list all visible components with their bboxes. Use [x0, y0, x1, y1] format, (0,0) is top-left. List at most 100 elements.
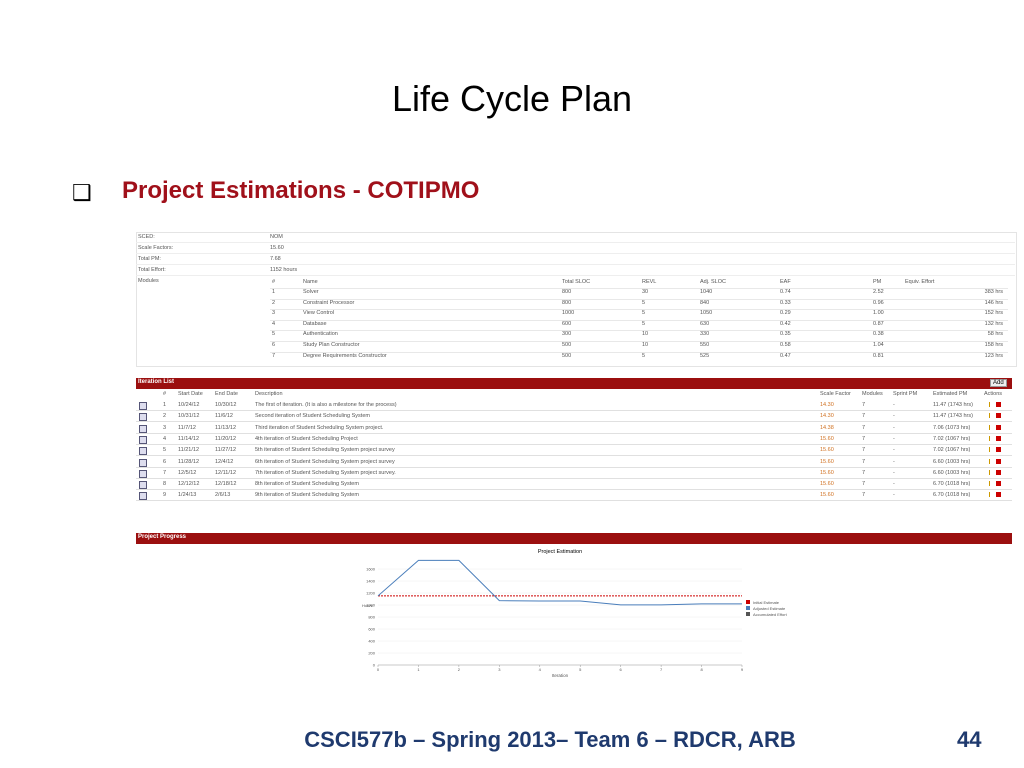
module-cell: 58 hrs: [987, 331, 1003, 338]
checkbox: [139, 492, 147, 501]
module-header: REVL: [642, 279, 657, 285]
module-cell: 383 hrs: [984, 289, 1003, 295]
checkbox: [139, 424, 147, 433]
module-cell: 7: [272, 352, 276, 359]
module-header: Adj. SLOC: [700, 279, 726, 285]
iteration-cell: 11/13/12: [215, 424, 237, 431]
progress-title: Project Progress: [138, 534, 187, 540]
y-axis-label: Hours: [362, 603, 373, 608]
module-cell: 123 hrs: [984, 352, 1003, 359]
iteration-title: Iteration List: [138, 379, 175, 385]
action-edit: [985, 492, 990, 498]
summary-value: 1152 hours: [270, 267, 298, 273]
action-delete: [996, 413, 1001, 419]
modules-label: Modules: [138, 278, 159, 284]
action-edit: [985, 413, 990, 419]
iteration-cell: 11.47 (1743 hrs): [933, 413, 973, 420]
action-delete: [996, 447, 1001, 453]
iteration-cell: 15.60: [820, 447, 834, 454]
module-cell: 0.47: [780, 352, 791, 359]
action-edit: [985, 447, 990, 453]
module-cell: 158 hrs: [984, 342, 1003, 348]
x-tick-label: 2: [458, 667, 461, 672]
iteration-cell: 6th iteration of Student Scheduling Syst…: [255, 458, 395, 465]
module-cell: 500: [562, 342, 572, 348]
iteration-cell: 12/18/12: [215, 481, 237, 488]
iteration-cell: 14.30: [820, 413, 834, 420]
module-header: #: [272, 279, 276, 285]
module-cell: 800: [562, 289, 572, 295]
iteration-cell: 10/30/12: [215, 402, 237, 408]
iteration-row-line: [136, 421, 1012, 423]
iteration-cell: -: [893, 469, 895, 476]
iteration-cell: 7th iteration of Student Scheduling Syst…: [255, 469, 396, 476]
iteration-cell: 10/24/12: [178, 402, 200, 408]
iteration-cell: 11/7/12: [178, 424, 196, 431]
action-edit: [985, 481, 990, 487]
module-cell: Authentication: [303, 331, 338, 338]
x-tick-label: 4: [539, 667, 542, 672]
module-header: Equiv. Effort: [905, 279, 935, 285]
checkbox: [139, 413, 147, 422]
summary-panel: [136, 232, 1017, 367]
checkbox: [139, 402, 147, 410]
checkbox: [139, 458, 147, 467]
iteration-cell: -: [893, 413, 895, 420]
module-cell: 0.42: [780, 320, 791, 327]
legend-swatch: [746, 606, 750, 610]
iteration-cell: 7: [862, 424, 866, 431]
x-tick-label: 8: [700, 667, 703, 672]
module-row-line: [270, 319, 1008, 321]
iteration-cell: 7: [163, 469, 167, 476]
module-cell: 152 hrs: [984, 310, 1003, 317]
chart-title: Project Estimation: [538, 549, 582, 555]
iteration-header: Scale Factor: [820, 391, 851, 397]
module-cell: 0.33: [780, 299, 791, 306]
iteration-cell: -: [893, 458, 895, 465]
iteration-cell: 11/27/12: [215, 447, 237, 454]
x-tick-label: 1: [417, 667, 420, 672]
iteration-cell: 8: [163, 481, 167, 488]
module-cell: 1000: [562, 310, 575, 317]
module-cell: 0.87: [873, 320, 884, 327]
iteration-row-line: [136, 432, 1012, 434]
y-tick-label: 800: [368, 615, 375, 620]
module-cell: 840: [700, 299, 710, 306]
iteration-cell: 10/31/12: [178, 413, 200, 420]
module-cell: 1040: [700, 289, 713, 295]
module-cell: 550: [700, 342, 710, 348]
footer: CSCI577b – Spring 2013– Team 6 – RDCR, A…: [304, 727, 796, 752]
module-cell: 10: [642, 342, 649, 348]
legend-swatch: [746, 600, 750, 604]
iteration-cell: 15.60: [820, 481, 834, 488]
iteration-cell: -: [893, 447, 895, 454]
iteration-cell: -: [893, 492, 895, 499]
x-tick-label: 6: [620, 667, 623, 672]
iteration-cell: 11.47 (1743 hrs): [933, 402, 973, 408]
action-edit: [985, 402, 990, 407]
iteration-cell: 2: [163, 413, 167, 420]
module-cell: 0.81: [873, 352, 884, 359]
iteration-cell: 5: [163, 447, 167, 454]
module-cell: 330: [700, 331, 710, 338]
iteration-header: Actions: [984, 391, 1003, 397]
x-tick-label: 0: [377, 667, 380, 672]
checkbox: [139, 447, 147, 456]
module-cell: 0.74: [780, 289, 791, 295]
y-tick-label: 1000: [366, 603, 376, 608]
iteration-cell: 7.02 (1067 hrs): [933, 435, 971, 442]
iteration-cell: 7: [862, 469, 866, 476]
y-tick-label: 1600: [366, 567, 376, 572]
module-cell: Constraint Processor: [303, 299, 355, 306]
add-button[interactable]: Add: [990, 379, 1007, 387]
legend-swatch: [746, 612, 750, 616]
summary-row-line: [136, 253, 1015, 254]
iteration-cell: 5th iteration of Student Scheduling Syst…: [255, 447, 395, 454]
iteration-cell: 15.60: [820, 492, 834, 499]
iteration-row-line: [136, 500, 1012, 502]
checkbox: [139, 481, 147, 490]
checkbox: [139, 435, 147, 444]
module-cell: 3: [272, 310, 276, 317]
iteration-cell: 3: [163, 424, 167, 431]
